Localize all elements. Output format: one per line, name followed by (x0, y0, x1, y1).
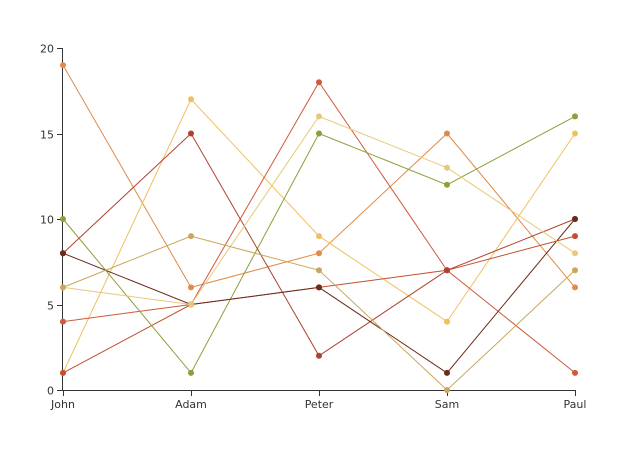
data-point[interactable] (316, 284, 322, 291)
series-7 (60, 216, 578, 376)
data-point[interactable] (60, 216, 66, 222)
y-tick-label: 20 (40, 43, 54, 56)
series-3 (60, 79, 578, 376)
data-point[interactable] (316, 130, 322, 137)
axes (62, 48, 576, 391)
x-tick-label: Adam (175, 398, 207, 411)
data-point[interactable] (444, 267, 450, 274)
data-point[interactable] (444, 387, 450, 393)
data-point[interactable] (572, 216, 578, 222)
data-point[interactable] (60, 250, 66, 257)
data-point[interactable] (444, 318, 450, 325)
data-point[interactable] (444, 181, 450, 188)
data-point[interactable] (188, 301, 194, 308)
series-2 (60, 96, 578, 376)
data-point[interactable] (572, 113, 578, 120)
y-axis-ticks: 0 5 10 15 20 (40, 43, 63, 398)
y-tick-label: 10 (40, 214, 54, 227)
series-line (62, 81, 576, 374)
series-line (62, 235, 576, 391)
series-8 (60, 113, 578, 308)
x-axis-ticks: John Adam Peter Sam Paul (50, 390, 586, 411)
series-line (62, 115, 576, 306)
series-group (60, 62, 578, 393)
data-point[interactable] (60, 318, 66, 325)
x-tick-label: Sam (435, 398, 459, 411)
data-point[interactable] (60, 284, 66, 291)
data-point[interactable] (572, 369, 578, 376)
y-tick-label: 15 (40, 129, 54, 142)
data-point[interactable] (572, 267, 578, 274)
data-point[interactable] (60, 369, 66, 376)
data-point[interactable] (316, 233, 322, 240)
data-point[interactable] (316, 250, 322, 257)
data-point[interactable] (188, 233, 194, 240)
data-point[interactable] (60, 62, 66, 69)
series-line (62, 115, 576, 374)
data-point[interactable] (572, 250, 578, 257)
data-point[interactable] (572, 284, 578, 291)
series-9 (60, 233, 578, 393)
data-point[interactable] (316, 352, 322, 359)
data-point[interactable] (316, 79, 322, 86)
x-tick-label: Peter (305, 398, 334, 411)
data-point[interactable] (444, 164, 450, 171)
data-point[interactable] (188, 369, 194, 376)
series-6 (60, 130, 578, 359)
data-point[interactable] (444, 130, 450, 137)
series-5 (60, 113, 578, 376)
data-point[interactable] (188, 284, 194, 291)
data-point[interactable] (444, 369, 450, 376)
y-tick-label: 0 (47, 385, 54, 398)
data-point[interactable] (188, 96, 194, 103)
series-1 (60, 62, 578, 291)
data-point[interactable] (316, 113, 322, 120)
data-point[interactable] (572, 233, 578, 240)
series-line (62, 218, 576, 374)
x-tick-label: John (50, 398, 75, 411)
data-point[interactable] (572, 130, 578, 137)
x-tick-label: Paul (564, 398, 587, 411)
data-point[interactable] (316, 267, 322, 274)
series-line (62, 132, 576, 357)
y-tick-label: 5 (47, 300, 54, 313)
data-point[interactable] (188, 130, 194, 137)
